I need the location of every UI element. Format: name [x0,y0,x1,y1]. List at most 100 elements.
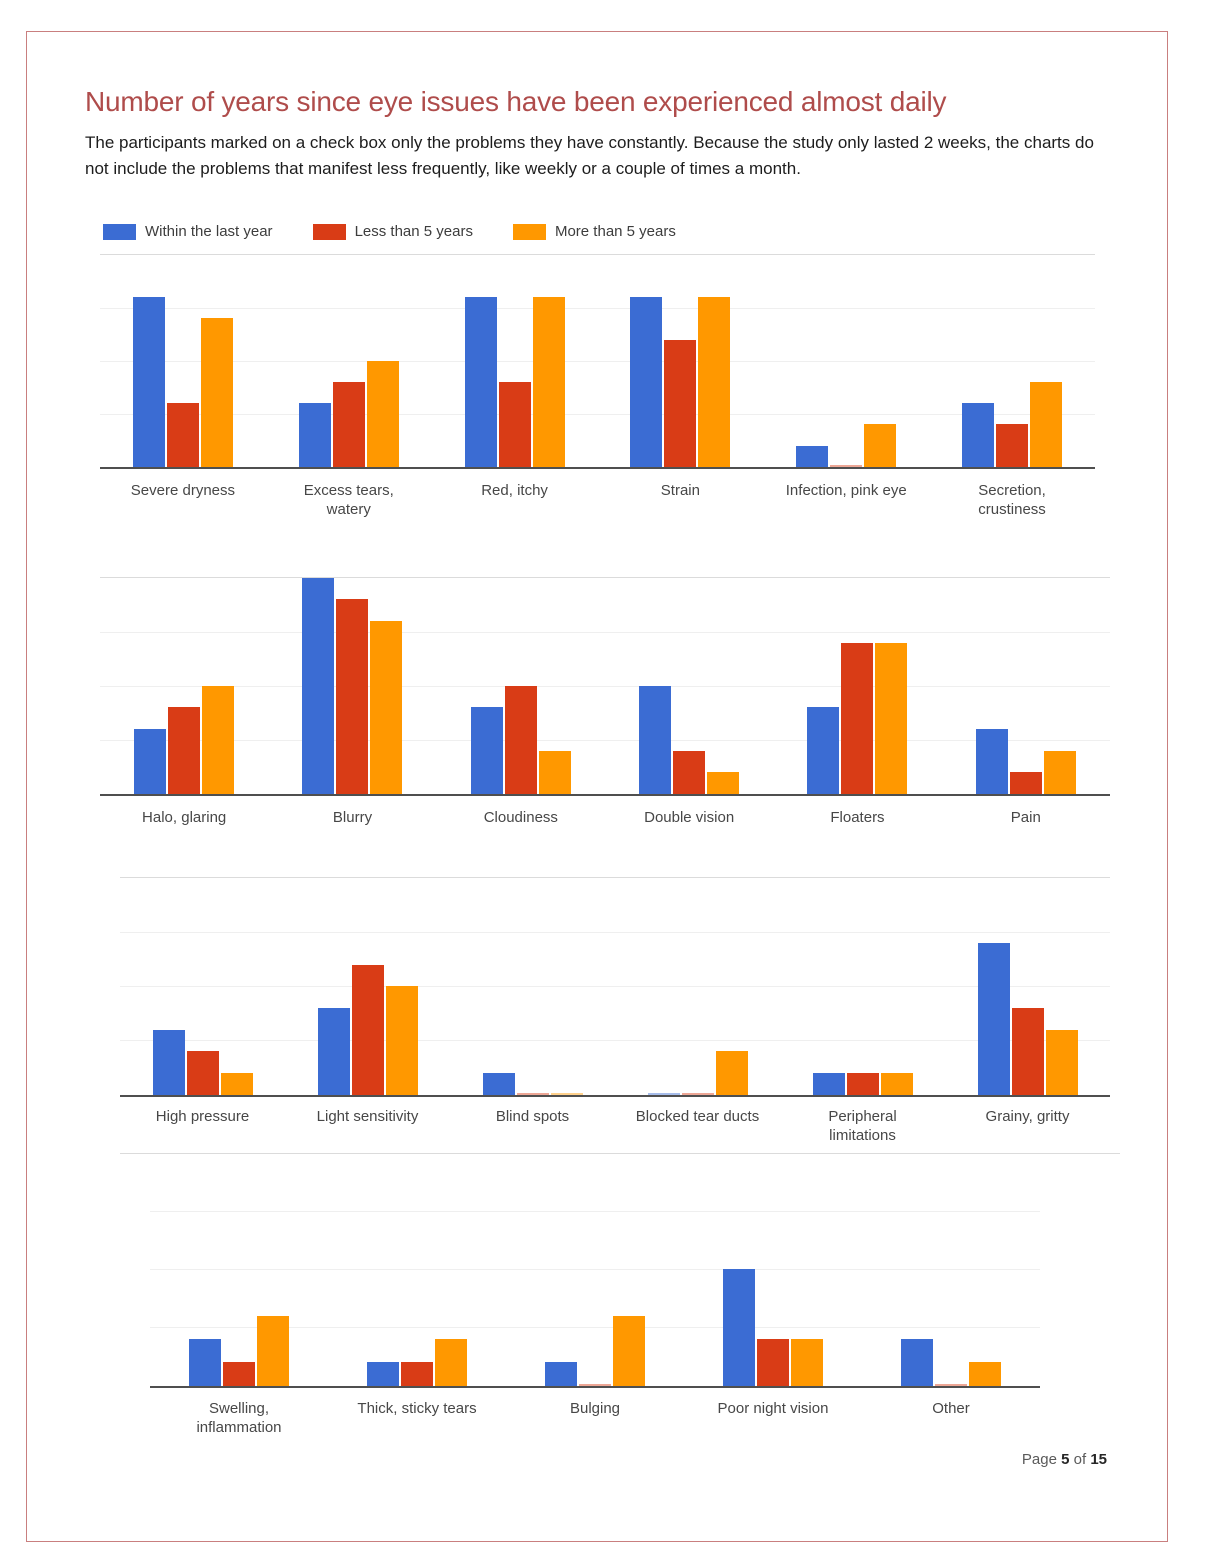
bar-less-than-5-years-pain [1009,772,1042,794]
category-labels: Severe dryness Excess tears, watery Red, i… [100,481,1095,519]
gridline-top [120,1152,1120,1154]
bar-within-the-last-year-peripheral-limitations [812,1073,845,1095]
category-label-grainy-gritty: Grainy, gritty [985,1107,1070,1125]
gridline [150,1327,1040,1329]
gridline [100,631,1110,633]
bar-more-than-5-years-blurry [370,620,403,794]
bar-within-the-last-year-severe-dryness [132,297,165,467]
category-label-bulging: Bulging [569,1399,621,1417]
bar-more-than-5-years-infection-pink-eye [864,424,897,467]
bar-less-than-5-years-double-vision [673,750,706,794]
bar-group-blocked-tear-ducts [615,878,780,1095]
page-description: The participants marked on a check box o… [85,133,1094,179]
page-number: Page 5 of 15 [85,1451,1107,1468]
bar-more-than-5-years-cloudiness [538,750,571,794]
plot-area [100,253,1095,469]
bar-groups [100,577,1110,794]
category-label-blind-spots: Blind spots [495,1107,570,1125]
gridline [100,307,1095,309]
bar-group-other [862,1153,1040,1386]
bar-less-than-5-years-halo-glaring [168,707,201,794]
plot-area [100,576,1110,796]
gridline [150,1269,1040,1271]
category-label-secretion-crustiness: Secretion, crustiness [978,481,1046,518]
category-label-halo-glaring: Halo, glaring [142,808,227,826]
bar-more-than-5-years-peripheral-limitations [880,1073,913,1095]
bar-within-the-last-year-bulging [545,1362,577,1386]
bar-less-than-5-years-blocked-tear-ducts [681,1092,714,1095]
bar-group-double-vision [605,578,773,794]
category-label-pain: Pain [1010,808,1041,826]
category-label-severe-dryness: Severe dryness [130,481,236,499]
bar-less-than-5-years-floaters [841,642,874,794]
category-label-light-sensitivity: Light sensitivity [316,1107,419,1125]
category-label-poor-night-vision: Poor night vision [717,1399,829,1417]
bar-more-than-5-years-grainy-gritty [1045,1029,1078,1095]
bar-more-than-5-years-blocked-tear-ducts [715,1051,748,1095]
bar-within-the-last-year-thick-sticky-tears [367,1362,399,1386]
bar-group-bulging [506,1153,684,1386]
category-label-double-vision: Double vision [644,808,735,826]
bar-within-the-last-year-blind-spots [482,1073,515,1095]
category-label-infection-pink-eye: Infection, pink eye [785,481,907,499]
bar-group-excess-tears-watery [266,255,432,467]
bar-within-the-last-year-swelling-inflammation [189,1339,221,1386]
page-number-prefix: Page [1021,1450,1057,1468]
category-label-strain: Strain [660,481,700,499]
category-label-other: Other [932,1399,970,1417]
bar-group-blurry [268,577,436,794]
legend-label: Within the last year [145,223,273,241]
bar-group-grainy-gritty [945,878,1110,1095]
bar-less-than-5-years-poor-night-vision [757,1339,789,1386]
bar-groups [150,1153,1040,1386]
gridline [120,1040,1110,1042]
bar-chart-4: Swelling, inflammation Thick, sticky tear… [85,1152,1120,1437]
bar-within-the-last-year-blocked-tear-ducts [647,1092,680,1095]
bar-more-than-5-years-swelling-inflammation [257,1315,289,1386]
bar-less-than-5-years-secretion-crustiness [996,424,1029,467]
category-labels: High pressure Light sensitivity Blind spot… [120,1107,1110,1145]
category-label-swelling-inflammation: Swelling, inflammation [196,1399,282,1436]
bar-within-the-last-year-infection-pink-eye [796,445,829,467]
gridline [100,413,1095,415]
category-label-blocked-tear-ducts: Blocked tear ducts [635,1107,760,1125]
page-number-of: of [1073,1450,1087,1468]
bar-more-than-5-years-secretion-crustiness [1030,381,1063,467]
bar-within-the-last-year-double-vision [639,685,672,794]
bar-less-than-5-years-severe-dryness [166,403,199,467]
bar-group-strain [597,255,763,467]
bar-group-red-itchy [432,255,598,467]
bar-less-than-5-years-light-sensitivity [351,964,384,1095]
category-label-cloudiness: Cloudiness [483,808,558,826]
category-label-floaters: Floaters [830,808,885,826]
bar-less-than-5-years-other [935,1383,967,1386]
bar-more-than-5-years-other [969,1362,1001,1386]
category-label-red-itchy: Red, itchy [481,481,548,499]
bar-less-than-5-years-cloudiness [504,685,537,794]
bar-group-floaters [773,578,941,794]
bar-group-blind-spots [450,878,615,1095]
bar-more-than-5-years-bulging [613,1315,645,1386]
bar-group-halo-glaring [100,578,268,794]
legend-swatch-less-than-5-years [312,223,346,240]
category-label-thick-sticky-tears: Thick, sticky tears [357,1399,477,1417]
bar-less-than-5-years-strain [664,339,697,467]
bar-less-than-5-years-bulging [579,1383,611,1386]
bar-more-than-5-years-poor-night-vision [791,1339,823,1386]
bar-group-pain [942,578,1110,794]
gridline [120,986,1110,988]
bar-group-severe-dryness [100,255,266,467]
bar-within-the-last-year-red-itchy [464,297,497,467]
bar-within-the-last-year-cloudiness [470,707,503,794]
bar-group-infection-pink-eye [763,255,929,467]
gridline [100,739,1110,741]
bar-within-the-last-year-poor-night-vision [723,1269,755,1386]
legend-swatch-within-the-last-year [103,223,136,240]
page-content: Number of years since eye issues have be… [85,86,1120,1468]
bar-chart-3: High pressure Light sensitivity Blind spot… [85,876,1110,1145]
bar-within-the-last-year-blurry [302,577,335,794]
legend-item-more-than-5-years: More than 5 years [512,223,676,240]
chart-legend: Within the last year Less than 5 years Mor… [103,223,1107,241]
page-number-total: 15 [1090,1450,1107,1468]
